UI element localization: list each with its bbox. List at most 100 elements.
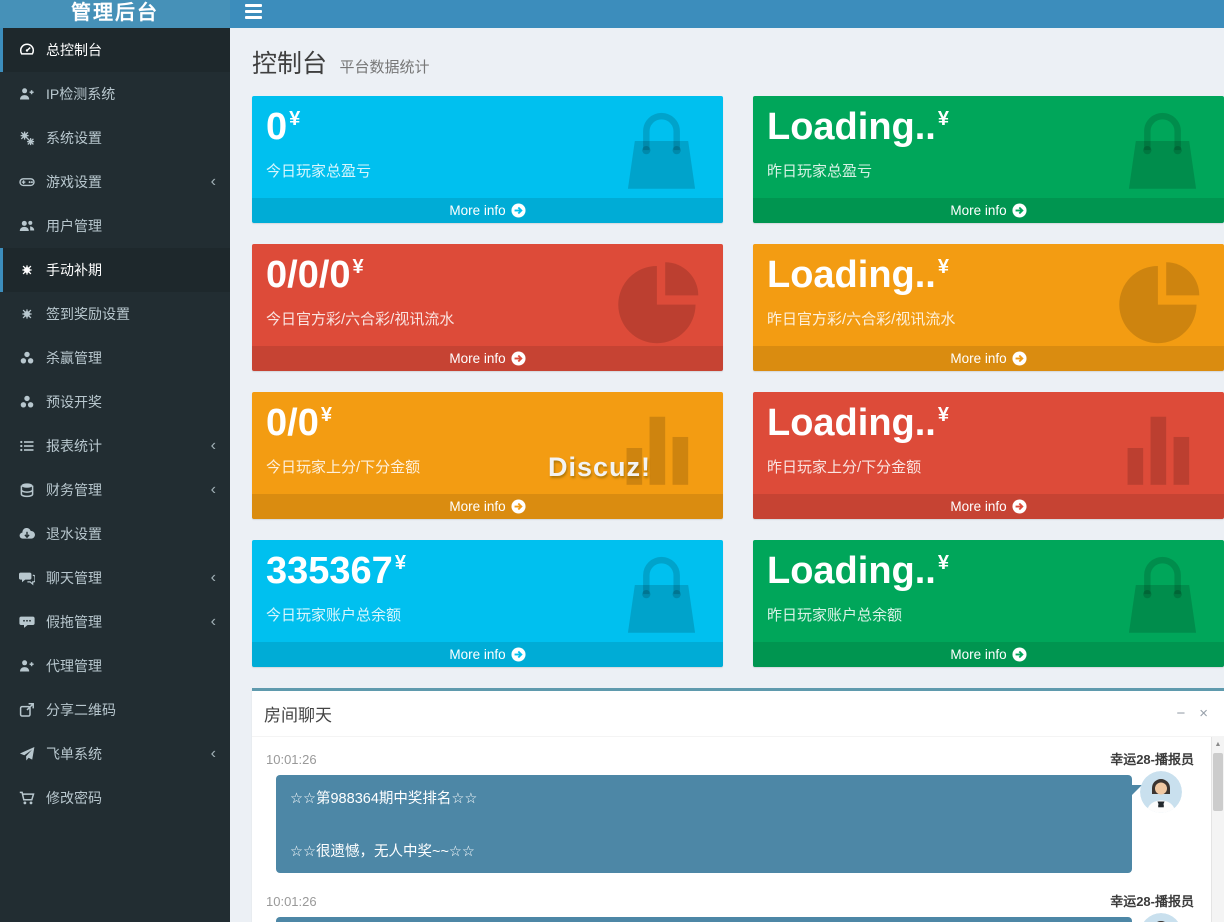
brand-logo: 管理后台 (0, 0, 230, 28)
stat-card-6: 335367 ¥ 今日玩家账户总余额 More info (252, 540, 723, 667)
sidebar-item-system-settings[interactable]: 系统设置 (0, 116, 230, 160)
scrollbar-up-arrow-icon[interactable]: ▲ (1214, 740, 1222, 748)
arrow-circle-right-icon (1012, 203, 1027, 218)
chat-scrollbar[interactable]: ▲ (1211, 737, 1224, 922)
comment-dots-icon (17, 614, 36, 630)
more-info-link[interactable]: More info (753, 642, 1224, 667)
sidebar-item-fake-drag[interactable]: 假拖管理 ‹ (0, 600, 230, 644)
more-info-label: More info (950, 203, 1007, 218)
sidebar-item-change-password[interactable]: 修改密码 (0, 776, 230, 820)
chat-panel-title: 房间聊天 (264, 706, 332, 725)
more-info-link[interactable]: More info (252, 198, 723, 223)
sidebar-item-manual-period[interactable]: 手动补期 (0, 248, 230, 292)
sidebar-item-label: 手动补期 (46, 262, 102, 278)
more-info-label: More info (449, 351, 506, 366)
avatar (1140, 913, 1182, 922)
scrollbar-thumb[interactable] (1213, 753, 1223, 811)
more-info-link[interactable]: More info (753, 198, 1224, 223)
sidebar-item-user-management[interactable]: 用户管理 (0, 204, 230, 248)
sidebar-item-label: 签到奖励设置 (46, 306, 130, 322)
sidebar-item-label: 假拖管理 (46, 614, 102, 630)
more-info-link[interactable]: More info (252, 494, 723, 519)
currency-yen-sign: ¥ (394, 552, 406, 575)
chat-timestamp: 10:01:26 (266, 894, 317, 909)
sidebar-item-ip-check[interactable]: IP检测系统 (0, 72, 230, 116)
shopping-bag-icon (1115, 106, 1210, 198)
chevron-left-icon: ‹ (210, 745, 216, 762)
comments-icon (17, 570, 36, 586)
arrow-circle-right-icon (1012, 351, 1027, 366)
minimize-icon[interactable]: − (1176, 705, 1186, 722)
sidebar-item-label: 分享二维码 (46, 702, 116, 718)
sidebar-item-report-stats[interactable]: 报表统计 ‹ (0, 424, 230, 468)
sidebar-item-share-qrcode[interactable]: 分享二维码 (0, 688, 230, 732)
card-value: 335367 (266, 550, 393, 592)
more-info-link[interactable]: More info (753, 346, 1224, 371)
card-value: 0/0/0 (266, 254, 351, 296)
stat-card-7: Loading.. ¥ 昨日玩家账户总余额 More info (753, 540, 1224, 667)
sidebar-item-label: 财务管理 (46, 482, 102, 498)
paper-plane-icon (17, 746, 36, 762)
more-info-link[interactable]: More info (252, 346, 723, 371)
sidebar-item-label: 系统设置 (46, 130, 102, 146)
avatar (1140, 771, 1182, 813)
currency-yen-sign: ¥ (320, 404, 332, 427)
chat-bubble: ☆☆第988364期中奖排名☆☆ ☆☆很遗憾，无人中奖~~☆☆ (276, 775, 1142, 873)
sidebar-item-dashboard[interactable]: 总控制台 (0, 28, 230, 72)
chevron-left-icon: ‹ (210, 569, 216, 586)
sidebar-item-label: 游戏设置 (46, 174, 102, 190)
hamburger-menu-icon[interactable] (230, 0, 276, 28)
sidebar-item-label: 代理管理 (46, 658, 102, 674)
currency-yen-sign: ¥ (289, 108, 301, 131)
sidebar-item-label: 修改密码 (46, 790, 102, 806)
arrow-circle-right-icon (1012, 647, 1027, 662)
sidebar-item-chat-management[interactable]: 聊天管理 ‹ (0, 556, 230, 600)
chat-messages-area: 10:01:26 幸运28-播报员 ☆☆第988364期中奖排名☆☆ ☆☆很遗憾，无人… (252, 737, 1224, 922)
more-info-label: More info (449, 499, 506, 514)
more-info-label: More info (950, 647, 1007, 662)
sidebar-item-label: 用户管理 (46, 218, 102, 234)
sidebar-item-agent-management[interactable]: 代理管理 (0, 644, 230, 688)
stat-card-3: Loading.. ¥ 昨日官方彩/六合彩/视讯流水 More info (753, 244, 1224, 371)
main-content: 控制台 平台数据统计 0 ¥ 今日玩家总盈亏 More info Loading.. ¥ 昨… (230, 28, 1224, 922)
database-icon (17, 482, 36, 498)
sidebar-item-game-settings[interactable]: 游戏设置 ‹ (0, 160, 230, 204)
sidebar-item-label: 杀赢管理 (46, 350, 102, 366)
sidebar-item-kill-win[interactable]: 杀赢管理 (0, 336, 230, 380)
card-label: 昨日玩家账户总余额 (767, 607, 903, 624)
sidebar-item-preset-draw[interactable]: 预设开奖 (0, 380, 230, 424)
gears-icon (17, 130, 36, 146)
bar-chart-icon (1115, 402, 1210, 494)
sidebar-item-fly-order[interactable]: 飞单系统 ‹ (0, 732, 230, 776)
card-label: 昨日官方彩/六合彩/视讯流水 (767, 311, 956, 328)
top-navbar: 管理后台 (0, 0, 1224, 28)
cart-icon (17, 790, 36, 806)
currency-yen-sign: ¥ (937, 404, 949, 427)
arrow-circle-right-icon (511, 647, 526, 662)
chat-message: 10:01:26 幸运28-播报员第 988364期开奖号码 (266, 891, 1194, 922)
currency-yen-sign: ¥ (937, 108, 949, 131)
sidebar-item-signin-reward[interactable]: 签到奖励设置 (0, 292, 230, 336)
more-info-link[interactable]: More info (252, 642, 723, 667)
more-info-link[interactable]: More info (753, 494, 1224, 519)
sidebar-item-rebate-settings[interactable]: 退水设置 (0, 512, 230, 556)
shopping-bag-icon (1115, 550, 1210, 642)
page-title: 控制台 (252, 50, 328, 78)
card-label: 昨日玩家上分/下分金额 (767, 459, 922, 476)
stat-card-2: 0/0/0 ¥ 今日官方彩/六合彩/视讯流水 More info (252, 244, 723, 371)
sidebar-item-label: 预设开奖 (46, 394, 102, 410)
circles-icon (17, 394, 36, 410)
arrow-circle-right-icon (1012, 499, 1027, 514)
stat-card-4: 0/0 ¥ 今日玩家上分/下分金额 Discuz! More info (252, 392, 723, 519)
stat-card-1: Loading.. ¥ 昨日玩家总盈亏 More info (753, 96, 1224, 223)
sidebar-item-label: 退水设置 (46, 526, 102, 542)
sidebar-item-finance[interactable]: 财务管理 ‹ (0, 468, 230, 512)
more-info-label: More info (449, 203, 506, 218)
page-subtitle: 平台数据统计 (339, 59, 430, 76)
bar-chart-icon (614, 402, 709, 494)
card-value: Loading.. (767, 402, 936, 444)
more-info-label: More info (950, 499, 1007, 514)
card-label: 今日玩家账户总余额 (266, 607, 402, 624)
close-icon[interactable]: × (1199, 705, 1208, 722)
chevron-left-icon: ‹ (210, 437, 216, 454)
